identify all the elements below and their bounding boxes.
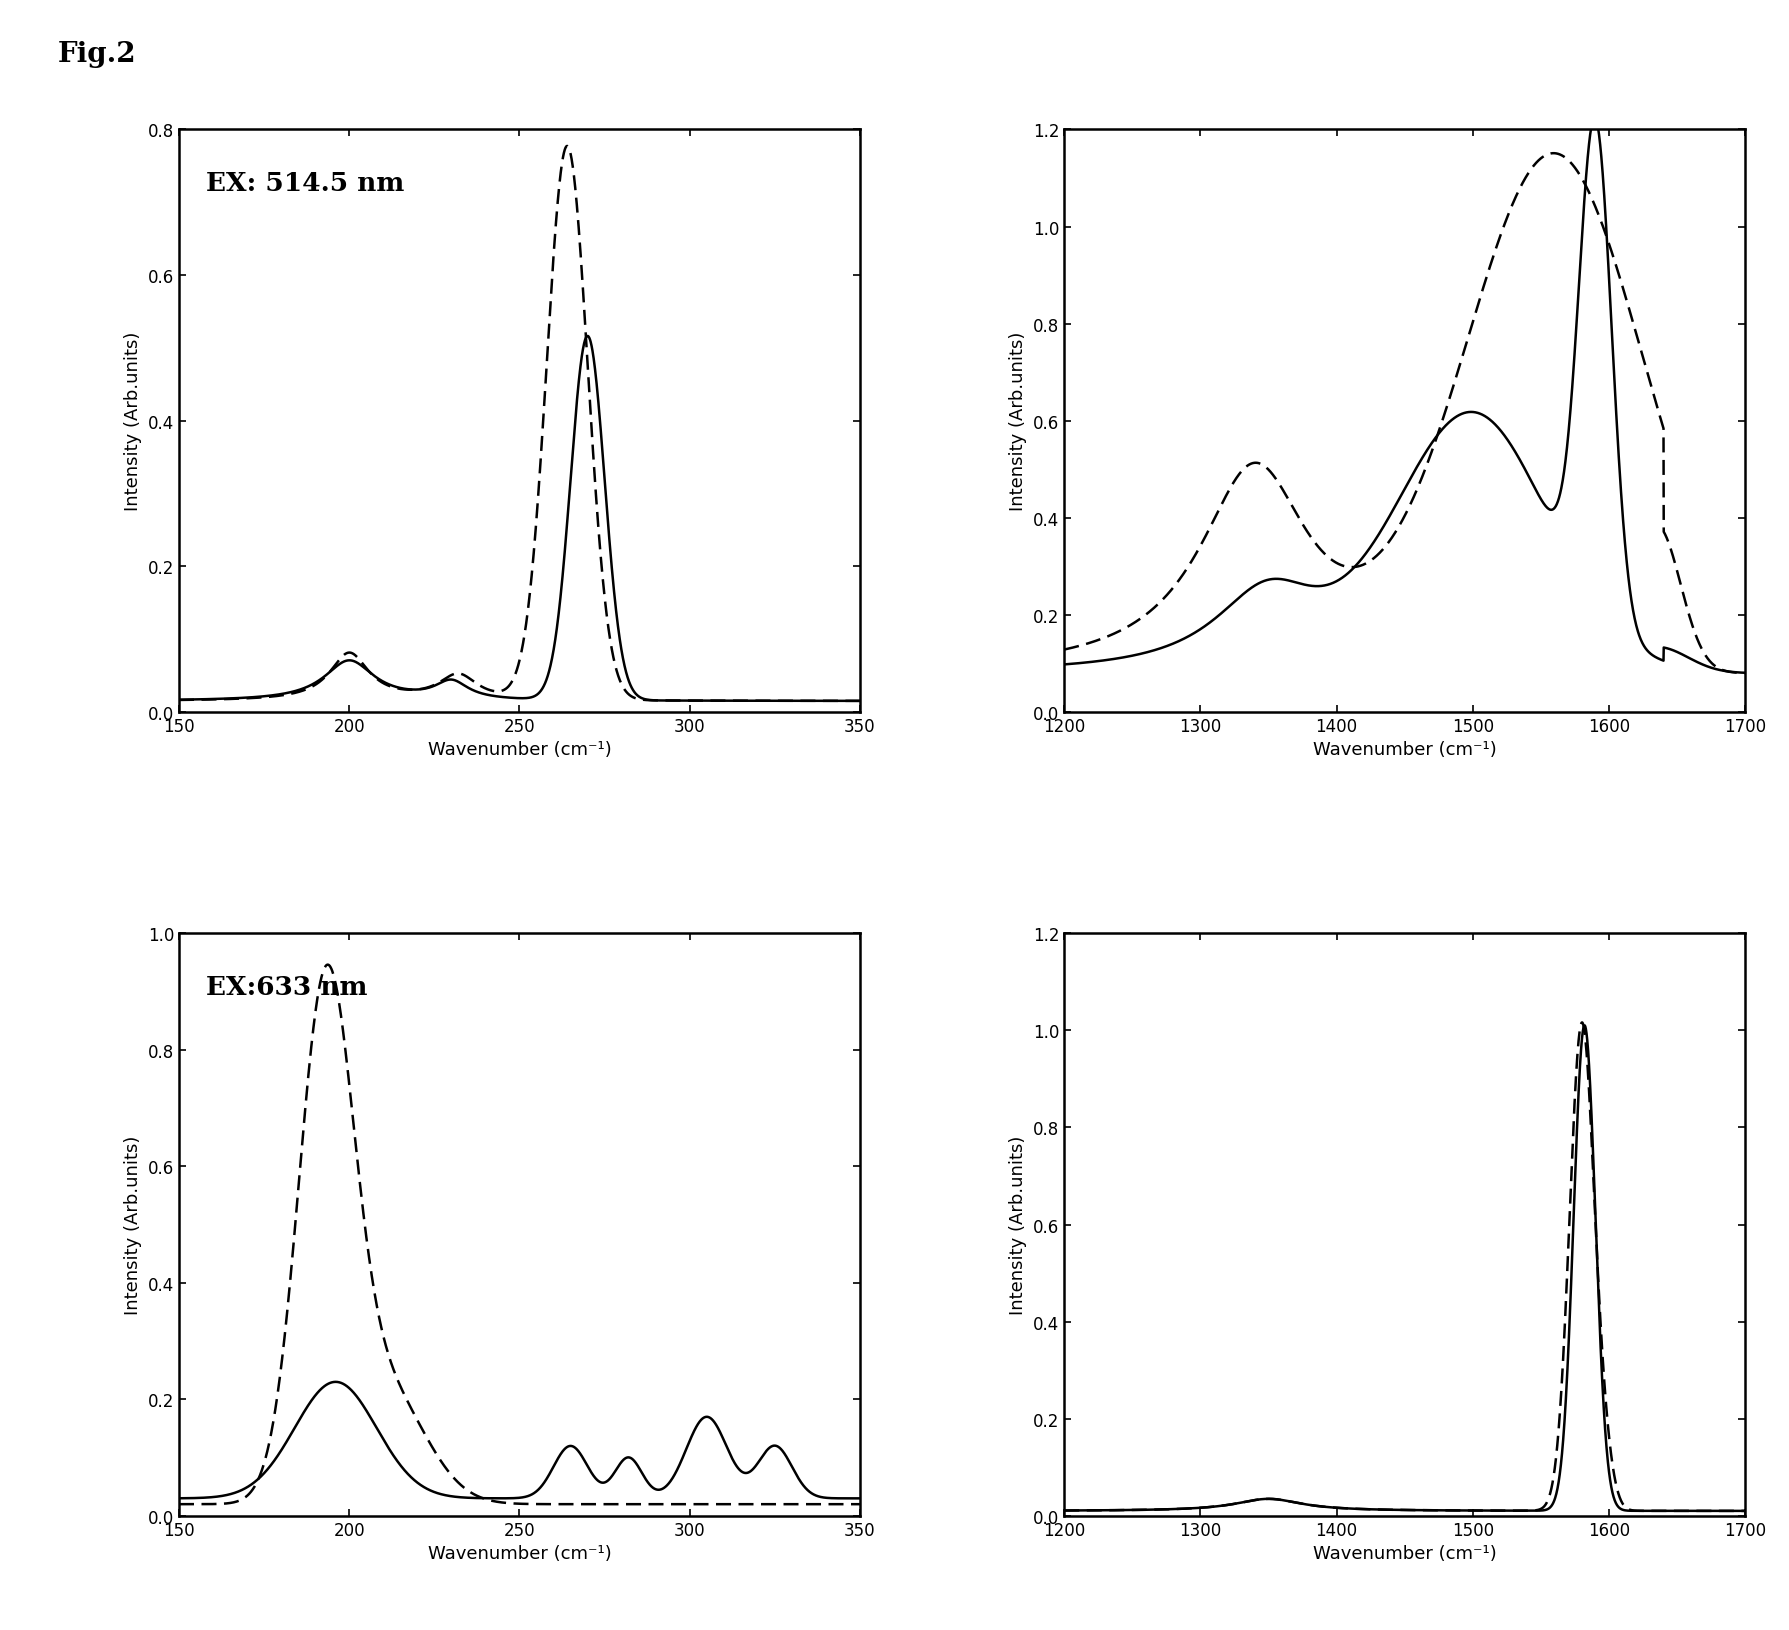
Text: Fig.2: Fig.2: [57, 41, 136, 68]
Text: EX:633 nm: EX:633 nm: [206, 975, 367, 999]
Y-axis label: Intensity (Arb.units): Intensity (Arb.units): [123, 1134, 141, 1314]
Y-axis label: Intensity (Arb.units): Intensity (Arb.units): [1009, 1134, 1027, 1314]
X-axis label: Wavenumber (cm⁻¹): Wavenumber (cm⁻¹): [1311, 1544, 1496, 1562]
Y-axis label: Intensity (Arb.units): Intensity (Arb.units): [1009, 333, 1027, 512]
X-axis label: Wavenumber (cm⁻¹): Wavenumber (cm⁻¹): [428, 1544, 612, 1562]
Text: EX: 514.5 nm: EX: 514.5 nm: [206, 171, 404, 196]
X-axis label: Wavenumber (cm⁻¹): Wavenumber (cm⁻¹): [428, 742, 612, 760]
Y-axis label: Intensity (Arb.units): Intensity (Arb.units): [123, 333, 141, 512]
X-axis label: Wavenumber (cm⁻¹): Wavenumber (cm⁻¹): [1311, 742, 1496, 760]
